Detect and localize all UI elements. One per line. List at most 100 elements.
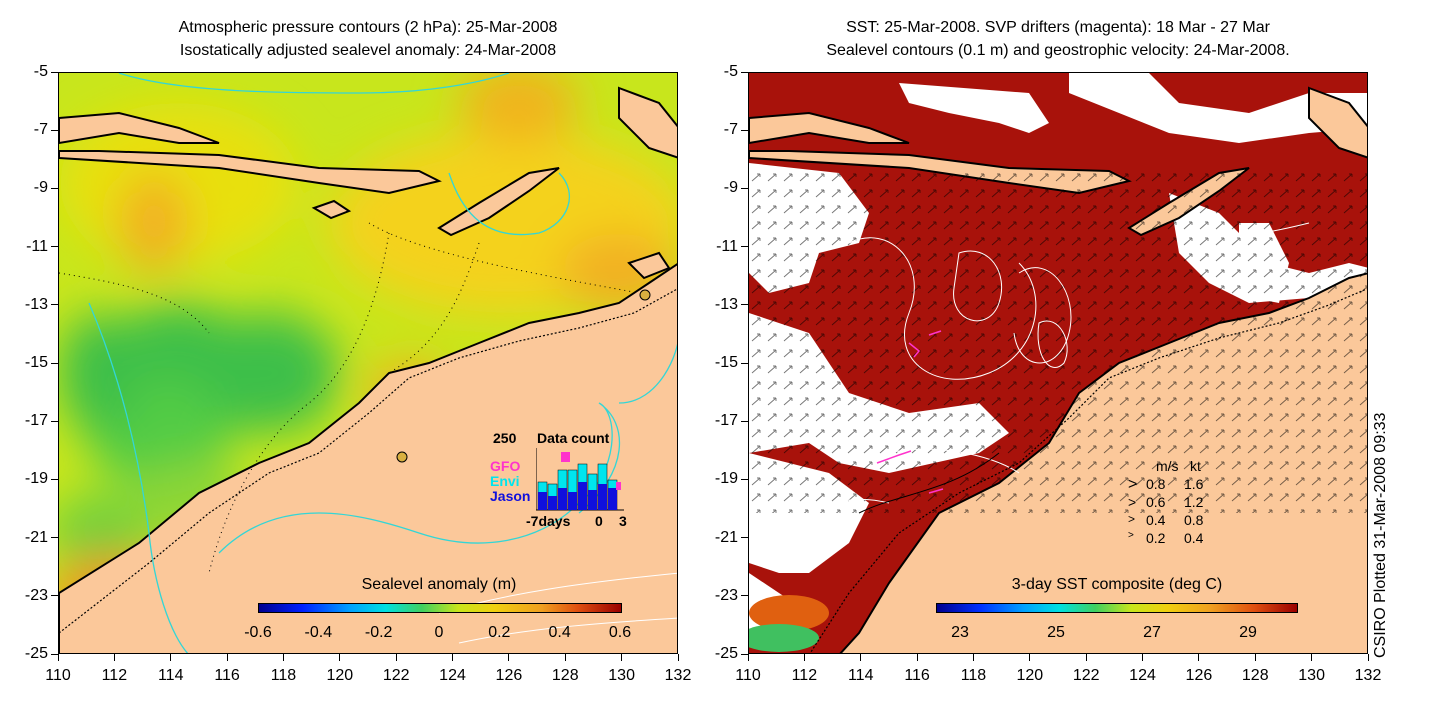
right-colorbar-tick-label: 29: [1239, 624, 1257, 641]
right-x-tick-label: 122: [1072, 667, 1100, 684]
right-x-tick: [1198, 654, 1200, 661]
left-colorbar-tick-label: 0: [434, 624, 444, 641]
velocity-arrow-icon: >: [1128, 512, 1136, 526]
right-y-tick-label: -23: [714, 586, 738, 604]
left-y-tick: [51, 478, 58, 480]
velocity-arrow-icon: >: [1128, 476, 1138, 493]
right-y-tick: [741, 478, 748, 480]
left-y-tick: [51, 595, 58, 597]
right-x-tick-label: 114: [847, 667, 874, 684]
right-x-tick: [1311, 654, 1313, 661]
sst-map: [748, 72, 1368, 654]
right-y-tick: [741, 420, 748, 422]
inset-bar-chart: [536, 448, 624, 511]
right-x-tick-label: 130: [1298, 667, 1325, 684]
left-y-tick-label: -13: [24, 295, 48, 313]
left-y-tick-label: -21: [24, 528, 48, 546]
right-y-tick-label: -17: [714, 412, 738, 430]
right-y-tick: [741, 653, 748, 655]
left-x-tick-label: 110: [45, 667, 71, 684]
velocity-legend-ms: 0.4: [1146, 512, 1166, 528]
right-x-tick: [1029, 654, 1031, 661]
velocity-legend-ms: 0.2: [1146, 530, 1166, 546]
left-colorbar-tick-label: 0.4: [548, 624, 571, 641]
left-y-tick-label: -17: [24, 412, 48, 430]
right-y-tick-label: -9: [723, 179, 738, 197]
left-x-tick: [226, 654, 228, 661]
right-y-tick: [741, 129, 748, 131]
left-x-tick-label: 114: [157, 667, 184, 684]
inset-title: Data count: [537, 430, 610, 446]
right-y-tick: [741, 304, 748, 306]
right-x-tick: [972, 654, 974, 661]
inset-xlabel-end: 3: [619, 513, 627, 529]
right-x-tick-label: 112: [791, 667, 818, 684]
right-x-tick-label: 120: [1016, 667, 1044, 684]
right-title-line2: Sealevel contours (0.1 m) and geostrophi…: [826, 42, 1290, 59]
left-colorbar-tick-label: 0.6: [608, 624, 632, 641]
velocity-legend-ms: 0.8: [1146, 476, 1166, 492]
right-x-tick: [803, 654, 805, 661]
right-y-tick: [741, 537, 748, 539]
left-x-tick-label: 130: [608, 667, 635, 684]
velocity-legend-kt: 1.2: [1184, 494, 1204, 510]
right-y-tick: [741, 246, 748, 248]
left-colorbar-tick-label: -0.4: [304, 624, 333, 641]
sealevel-anomaly-map-graphic: [59, 73, 677, 653]
left-y-tick-label: -9: [33, 179, 48, 197]
left-x-tick-label: 128: [551, 667, 579, 684]
right-colorbar-title: 3-day SST composite (deg C): [1011, 576, 1223, 593]
right-y-tick-label: -13: [714, 295, 738, 313]
right-colorbar-tick-label: 25: [1047, 624, 1065, 641]
right-x-tick: [916, 654, 918, 661]
right-x-tick-label: 128: [1241, 667, 1269, 684]
left-x-tick-label: 124: [439, 667, 466, 684]
right-y-tick-label: -15: [714, 354, 738, 371]
right-y-tick-label: -7: [723, 121, 738, 139]
left-x-tick-label: 116: [214, 667, 240, 684]
left-y-tick-label: -11: [26, 237, 48, 255]
left-y-tick: [51, 187, 58, 189]
sst-map-graphic: [749, 73, 1367, 653]
left-y-tick: [51, 71, 58, 73]
velocity-arrow-icon: >: [1128, 494, 1137, 510]
inset-xlabel-zero: 0: [595, 513, 603, 529]
left-x-tick: [113, 654, 115, 661]
inset-bars: [537, 452, 621, 511]
sealevel-anomaly-map: [58, 72, 678, 654]
velocity-legend-header-ms: m/s: [1156, 458, 1179, 474]
right-x-tick: [860, 654, 862, 661]
left-x-tick: [508, 654, 510, 661]
right-x-tick: [1367, 654, 1369, 661]
left-x-tick: [677, 654, 679, 661]
left-title-line2: Isostatically adjusted sealevel anomaly:…: [179, 42, 557, 59]
right-y-tick: [741, 595, 748, 597]
left-colorbar-tick-label: -0.6: [244, 624, 272, 641]
right-x-tick: [1085, 654, 1087, 661]
left-y-tick: [51, 362, 58, 364]
right-x-tick-label: 126: [1185, 667, 1213, 684]
inset-series-jason: Jason: [490, 488, 531, 504]
left-x-tick: [621, 654, 623, 661]
left-x-tick: [395, 654, 397, 661]
left-y-tick-label: -25: [24, 645, 48, 662]
left-title-line1: Atmospheric pressure contours (2 hPa): 2…: [178, 19, 558, 36]
left-x-tick: [339, 654, 341, 661]
left-y-tick: [51, 304, 58, 306]
right-x-tick-label: 110: [735, 667, 761, 684]
inset-xlabel-start: -7days: [526, 513, 571, 529]
left-y-tick-label: -7: [33, 121, 48, 139]
left-y-tick-label: -5: [33, 63, 48, 80]
left-y-tick-label: -23: [24, 586, 48, 604]
left-colorbar: [258, 603, 622, 613]
left-y-tick: [51, 246, 58, 248]
right-y-tick-label: -11: [716, 237, 738, 255]
right-y-tick: [741, 362, 748, 364]
right-y-tick-label: -5: [723, 63, 738, 80]
left-y-tick: [51, 420, 58, 422]
left-colorbar-title: Sealevel anomaly (m): [361, 576, 517, 593]
left-x-tick-label: 132: [664, 667, 692, 684]
right-x-tick-label: 124: [1129, 667, 1156, 684]
right-x-tick-label: 132: [1354, 667, 1382, 684]
right-x-tick: [1142, 654, 1144, 661]
